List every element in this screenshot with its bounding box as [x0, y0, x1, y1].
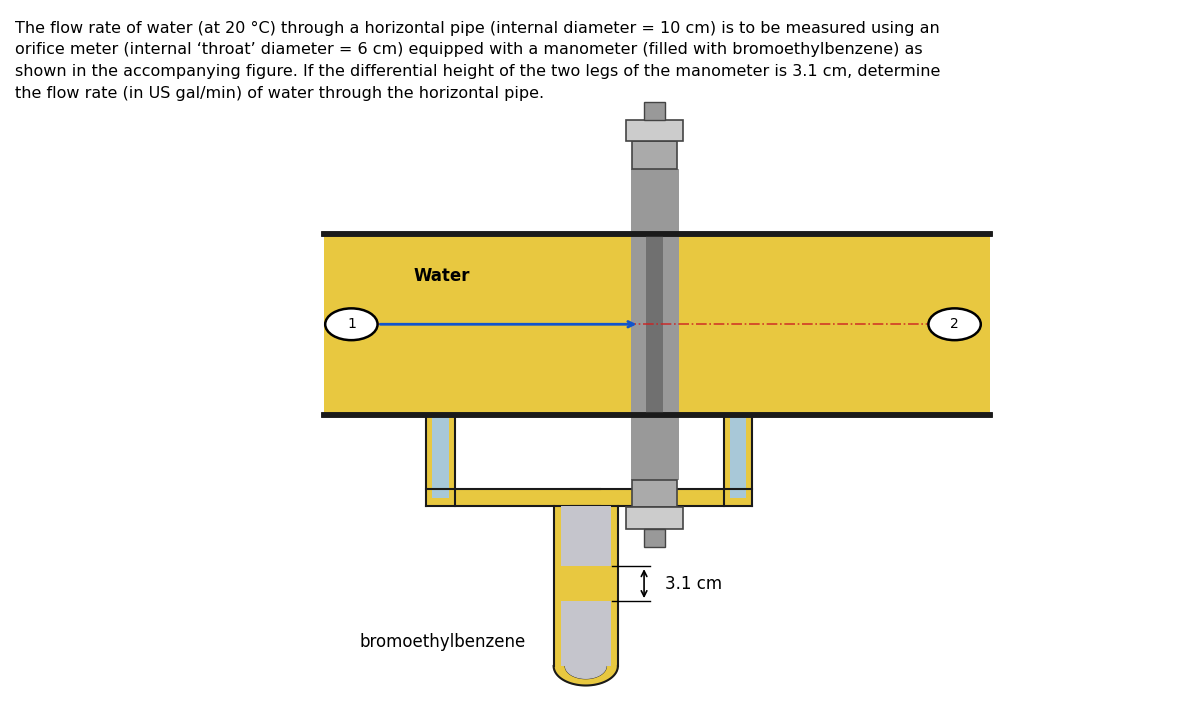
FancyBboxPatch shape: [324, 234, 631, 414]
FancyBboxPatch shape: [560, 506, 611, 566]
Circle shape: [325, 309, 378, 340]
Polygon shape: [565, 666, 606, 678]
FancyBboxPatch shape: [632, 141, 677, 169]
FancyBboxPatch shape: [644, 529, 666, 547]
FancyBboxPatch shape: [571, 489, 752, 506]
Polygon shape: [553, 666, 618, 686]
FancyBboxPatch shape: [324, 234, 990, 414]
Text: Water: Water: [413, 266, 469, 285]
Text: 2: 2: [950, 317, 959, 331]
Circle shape: [929, 309, 980, 340]
FancyBboxPatch shape: [647, 234, 664, 414]
FancyBboxPatch shape: [426, 489, 600, 506]
FancyBboxPatch shape: [678, 234, 990, 414]
Text: The flow rate of water (at 20 °C) through a horizontal pipe (internal diameter =: The flow rate of water (at 20 °C) throug…: [14, 21, 940, 100]
FancyBboxPatch shape: [432, 414, 449, 498]
FancyBboxPatch shape: [631, 169, 678, 480]
FancyBboxPatch shape: [730, 414, 746, 498]
FancyBboxPatch shape: [644, 102, 666, 120]
FancyBboxPatch shape: [626, 507, 683, 529]
FancyBboxPatch shape: [724, 414, 752, 506]
FancyBboxPatch shape: [426, 414, 455, 506]
Text: 1: 1: [347, 317, 356, 331]
FancyBboxPatch shape: [626, 120, 683, 141]
Text: 3.1 cm: 3.1 cm: [666, 574, 722, 593]
FancyBboxPatch shape: [632, 480, 677, 507]
FancyBboxPatch shape: [560, 601, 611, 666]
Text: bromoethylbenzene: bromoethylbenzene: [360, 633, 526, 651]
FancyBboxPatch shape: [553, 506, 618, 666]
